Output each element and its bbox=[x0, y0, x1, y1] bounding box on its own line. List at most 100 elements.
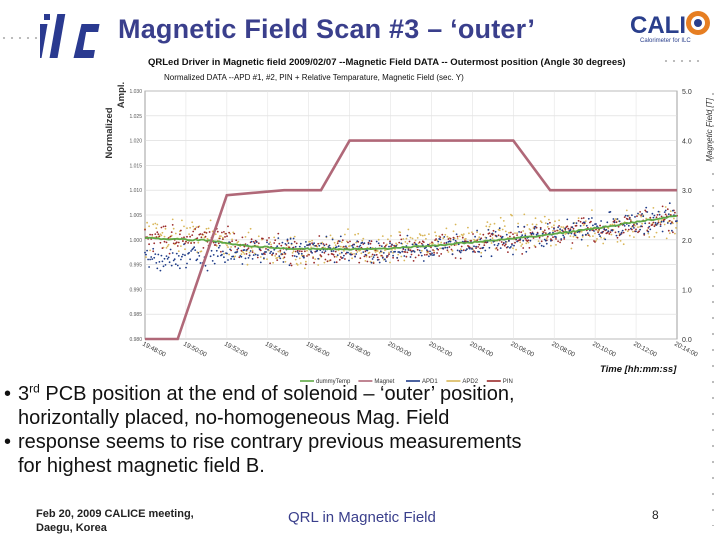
apd2-point bbox=[163, 235, 166, 238]
y-axis-label: Normalized bbox=[104, 107, 115, 158]
apd1-point bbox=[390, 251, 392, 253]
apd1-point bbox=[276, 245, 279, 248]
pin-point bbox=[375, 253, 378, 256]
apd1-point bbox=[493, 244, 496, 246]
apd2-point bbox=[446, 235, 449, 238]
apd2-point bbox=[554, 220, 556, 223]
x-tick-label: 19:48:00 bbox=[141, 341, 167, 359]
apd2-point bbox=[243, 253, 246, 255]
apd1-point bbox=[507, 246, 509, 248]
apd2-point bbox=[459, 248, 462, 251]
apd2-point bbox=[200, 250, 203, 253]
pin-point bbox=[556, 229, 558, 232]
apd2-point bbox=[335, 255, 338, 258]
apd1-point bbox=[422, 260, 425, 262]
apd2-point bbox=[570, 247, 573, 250]
pin-point bbox=[410, 253, 413, 256]
y2-tick-label: 3.0 bbox=[682, 188, 692, 195]
pin-point bbox=[423, 254, 426, 256]
apd1-point bbox=[199, 262, 202, 264]
apd1-point bbox=[176, 264, 179, 267]
apd1-point bbox=[466, 248, 468, 251]
apd2-point bbox=[545, 237, 548, 240]
pin-point bbox=[417, 254, 420, 257]
pin-point bbox=[406, 251, 409, 254]
pin-point bbox=[367, 241, 370, 244]
apd2-point bbox=[391, 249, 393, 251]
apd1-point bbox=[623, 225, 626, 227]
apd1-point bbox=[283, 251, 286, 254]
apd1-point bbox=[160, 254, 163, 257]
apd2-point bbox=[154, 222, 157, 225]
bullet-1-sup: rd bbox=[29, 381, 40, 396]
pin-point bbox=[566, 225, 569, 228]
pin-point bbox=[405, 255, 408, 258]
apd1-point bbox=[663, 211, 666, 214]
apd1-point bbox=[240, 255, 243, 258]
apd2-point bbox=[295, 262, 298, 265]
apd2-point bbox=[368, 251, 371, 254]
apd2-point bbox=[395, 242, 397, 245]
apd2-point bbox=[464, 237, 467, 240]
apd1-point bbox=[454, 239, 457, 242]
pin-point bbox=[326, 260, 329, 263]
apd1-point bbox=[273, 248, 276, 251]
apd1-point bbox=[256, 254, 259, 257]
apd1-point bbox=[185, 266, 187, 269]
apd2-point bbox=[504, 230, 507, 233]
apd2-point bbox=[389, 261, 391, 264]
apd2-point bbox=[251, 249, 254, 252]
pin-point bbox=[599, 224, 601, 227]
bullet-2: • response seems to rise contrary previo… bbox=[4, 430, 704, 478]
apd2-point bbox=[489, 223, 492, 226]
pin-point bbox=[317, 242, 320, 245]
pin-point bbox=[510, 231, 512, 234]
apd2-point bbox=[171, 218, 174, 221]
apd1-point bbox=[479, 238, 482, 241]
apd1-point bbox=[595, 223, 597, 225]
apd2-point bbox=[478, 236, 481, 239]
apd1-point bbox=[459, 251, 462, 254]
apd2-point bbox=[378, 251, 381, 254]
pin-point bbox=[199, 233, 202, 235]
pin-point bbox=[436, 252, 438, 254]
apd2-point bbox=[562, 226, 565, 229]
apd2-point bbox=[638, 213, 640, 216]
apd1-point bbox=[525, 250, 528, 253]
apd1-point bbox=[262, 253, 264, 256]
apd2-point bbox=[160, 234, 163, 237]
apd1-point bbox=[183, 243, 185, 246]
apd2-point bbox=[148, 225, 150, 228]
apd2-point bbox=[296, 264, 299, 266]
x-tick-label: 20:04:00 bbox=[468, 341, 494, 359]
pin-point bbox=[514, 241, 516, 244]
apd1-point bbox=[356, 240, 359, 243]
apd1-point bbox=[144, 251, 146, 254]
pin-point bbox=[544, 232, 547, 235]
pin-point bbox=[171, 224, 174, 226]
apd1-point bbox=[245, 249, 248, 252]
apd2-point bbox=[502, 220, 505, 222]
apd1-point bbox=[380, 245, 383, 248]
apd2-point bbox=[365, 255, 368, 258]
pin-point bbox=[639, 211, 641, 213]
pin-point bbox=[495, 247, 498, 249]
apd2-point bbox=[503, 225, 506, 228]
apd2-point bbox=[611, 223, 614, 226]
apd1-point bbox=[259, 261, 262, 264]
apd1-point bbox=[624, 214, 627, 217]
apd2-point bbox=[559, 230, 561, 233]
apd1-point bbox=[669, 222, 672, 225]
pin-point bbox=[203, 231, 206, 234]
apd2-point bbox=[669, 210, 672, 213]
apd1-point bbox=[168, 261, 171, 264]
pin-point bbox=[390, 245, 392, 248]
apd1-point bbox=[368, 240, 371, 242]
pin-point bbox=[542, 231, 545, 234]
pin-point bbox=[539, 226, 542, 229]
apd1-point bbox=[659, 225, 662, 228]
apd1-point bbox=[464, 249, 467, 252]
apd2-point bbox=[493, 222, 496, 225]
apd1-point bbox=[532, 233, 535, 235]
pin-point bbox=[388, 253, 390, 256]
